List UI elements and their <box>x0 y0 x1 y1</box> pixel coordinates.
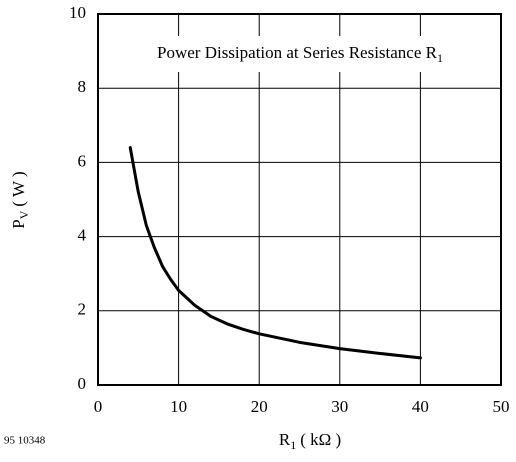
x-axis-label: R1 ( kΩ ) <box>279 430 341 452</box>
chart-title: Power Dissipation at Series Resistance R… <box>157 43 443 65</box>
y-tick-label: 4 <box>78 226 87 245</box>
y-tick-label: 0 <box>78 374 87 393</box>
x-tick-label: 50 <box>493 397 510 416</box>
x-tick-label: 10 <box>170 397 187 416</box>
y-label-unit: ( W ) <box>9 171 28 206</box>
footnote: 95 10348 <box>4 435 46 447</box>
x-label-main: R <box>279 430 291 449</box>
y-tick-label: 6 <box>78 151 87 170</box>
title-subscript: 1 <box>437 51 443 65</box>
x-label-unit: ( kΩ ) <box>300 430 341 449</box>
x-label-subscript: 1 <box>290 438 296 452</box>
y-axis-label: PV ( W ) <box>9 171 31 228</box>
y-label-main: P <box>9 219 28 228</box>
data-line <box>128 146 422 360</box>
plot-border <box>97 13 502 386</box>
x-tick-label: 30 <box>331 397 348 416</box>
x-tick-label: 0 <box>94 397 103 416</box>
y-label-subscript: V <box>17 210 31 219</box>
title-background <box>112 36 488 72</box>
y-tick-label: 8 <box>78 77 87 96</box>
y-tick-label: 2 <box>78 300 87 319</box>
x-tick-label: 40 <box>412 397 429 416</box>
title-main: Power Dissipation at Series Resistance R <box>157 43 438 62</box>
x-tick-label: 20 <box>251 397 268 416</box>
y-tick-label: 10 <box>69 3 86 22</box>
